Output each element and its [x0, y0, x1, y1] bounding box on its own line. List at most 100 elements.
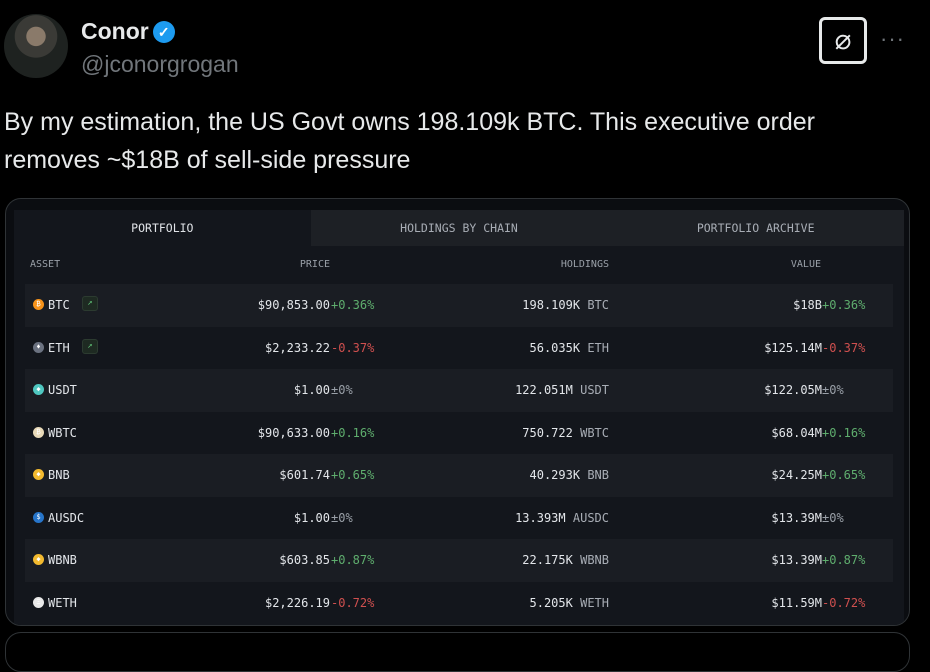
grok-icon[interactable]: ⌀ [819, 17, 867, 64]
more-options-icon[interactable]: ··· [880, 26, 905, 51]
holdings-amount: 40.293K [529, 468, 581, 482]
col-price: PRICE [299, 259, 330, 270]
btc-icon: ₿ [33, 299, 44, 310]
table-row[interactable]: ◆ BNB $601.74 +0.65% 40.293K BNB $24.25M… [25, 454, 893, 497]
portfolio-panel: PORTFOLIO HOLDINGS BY CHAIN PORTFOLIO AR… [14, 210, 905, 625]
table-body: ₿ BTC ↗ $90,853.00 +0.36% 198.109K BTC $… [14, 284, 904, 624]
price-change: ±0% [331, 383, 353, 397]
col-value: VALUE [790, 259, 821, 270]
holdings: 22.175K WBNB [522, 553, 609, 567]
value-change: -0.72% [822, 595, 866, 610]
holdings-unit: USDT [580, 383, 609, 397]
value: $125.14M [764, 340, 822, 355]
asset-name: WBNB [48, 553, 77, 567]
next-card [5, 632, 910, 672]
price-change: +0.16% [331, 425, 375, 440]
price-change: +0.36% [331, 298, 375, 312]
tab-portfolio[interactable]: PORTFOLIO [14, 210, 311, 246]
price: $90,633.00 [257, 425, 330, 440]
price: $1.00 [293, 383, 330, 397]
bnb-icon: ◆ [33, 469, 44, 480]
holdings-unit: AUSDC [572, 510, 609, 525]
weth-icon: Ξ [33, 596, 44, 608]
table-header: ASSET PRICE HOLDINGS VALUE [14, 246, 904, 284]
asset-name: WETH [48, 595, 77, 610]
verified-badge-icon: ✓ [152, 21, 175, 43]
table-row[interactable]: ₿ BTC ↗ $90,853.00 +0.36% 198.109K BTC $… [25, 284, 893, 327]
price-change: ±0% [331, 510, 353, 525]
wbnb-icon: ◆ [33, 554, 44, 565]
asset-name: ETH [48, 340, 70, 355]
price-change: -0.37% [331, 340, 375, 355]
price: $1.00 [293, 510, 330, 525]
holdings: 56.035K ETH [530, 341, 610, 355]
price-change: +0.87% [331, 553, 375, 567]
price-change: +0.65% [331, 468, 375, 482]
table-row[interactable]: ♦ ETH ↗ $2,233.22 -0.37% 56.035K ETH $12… [25, 327, 893, 370]
value: $13.39M [771, 553, 822, 567]
holdings-unit: WBTC [580, 425, 609, 440]
price: $2,233.22 [264, 340, 330, 355]
holdings-amount: 122.051M [515, 383, 573, 397]
author-name-text: Conor [81, 18, 149, 44]
table-row[interactable]: $ AUSDC $1.00 ±0% 13.393M AUSDC $13.39M … [25, 497, 893, 540]
holdings-unit: BNB [587, 468, 609, 482]
price: $90,853.00 [257, 298, 330, 312]
usdt-icon: ◆ [33, 384, 44, 395]
value-change: -0.37% [822, 340, 866, 355]
ausdc-icon: $ [33, 511, 44, 523]
price: $603.85 [279, 553, 330, 567]
trend-chart-icon[interactable]: ↗ [82, 296, 98, 311]
holdings-amount: 5.205K [529, 595, 573, 610]
asset-name: BNB [48, 468, 70, 482]
holdings-amount: 22.175K [522, 553, 573, 567]
eth-icon: ♦ [33, 341, 44, 353]
holdings-amount: 56.035K [529, 340, 581, 355]
asset-name: USDT [48, 383, 77, 397]
wbtc-icon: ₿ [33, 426, 44, 438]
author-handle[interactable]: @jconorgrogan [81, 51, 239, 77]
table-row[interactable]: ₿ WBTC $90,633.00 +0.16% 750.722 WBTC $6… [25, 412, 893, 455]
holdings-unit: WETH [580, 595, 609, 610]
holdings-unit: ETH [587, 340, 609, 355]
holdings-unit: WBNB [580, 553, 609, 567]
value-change: +0.87% [822, 553, 866, 567]
author-name[interactable]: Conor ✓ [81, 18, 175, 45]
value-change: ±0% [822, 510, 844, 525]
price-change: -0.72% [331, 595, 375, 610]
holdings-amount: 13.393M [515, 510, 566, 525]
price: $601.74 [279, 468, 330, 482]
value-change: +0.65% [822, 468, 866, 482]
col-asset: ASSET [30, 259, 61, 270]
asset-name: BTC [48, 298, 70, 312]
value: $122.05M [764, 383, 822, 397]
asset-name: AUSDC [48, 510, 85, 525]
table-row[interactable]: ◆ WBNB $603.85 +0.87% 22.175K WBNB $13.3… [25, 539, 893, 582]
value-change: +0.36% [822, 298, 866, 312]
holdings: 122.051M USDT [515, 383, 609, 397]
asset-name: WBTC [48, 425, 77, 440]
tab-portfolio-archive[interactable]: PORTFOLIO ARCHIVE [607, 210, 905, 246]
embedded-image-card[interactable]: PORTFOLIO HOLDINGS BY CHAIN PORTFOLIO AR… [5, 198, 910, 626]
tab-bar: PORTFOLIO HOLDINGS BY CHAIN PORTFOLIO AR… [14, 210, 905, 246]
value-change: +0.16% [822, 425, 866, 440]
holdings: 5.205K WETH [530, 596, 610, 610]
holdings-amount: 198.109K [522, 298, 581, 312]
value: $24.25M [771, 468, 822, 482]
price: $2,226.19 [264, 595, 330, 610]
holdings: 40.293K BNB [530, 468, 610, 482]
holdings-amount: 750.722 [522, 425, 573, 440]
tweet-text: By my estimation, the US Govt owns 198.1… [4, 108, 815, 174]
value: $13.39M [771, 510, 822, 525]
value: $68.04M [771, 425, 822, 440]
holdings: 13.393M AUSDC [515, 511, 609, 525]
table-row[interactable]: ◆ USDT $1.00 ±0% 122.051M USDT $122.05M … [25, 369, 893, 412]
value: $11.59M [771, 595, 822, 610]
avatar[interactable] [4, 14, 68, 78]
holdings: 750.722 WBTC [522, 426, 609, 440]
holdings-unit: BTC [587, 298, 609, 312]
col-holdings: HOLDINGS [560, 259, 609, 270]
table-row[interactable]: Ξ WETH $2,226.19 -0.72% 5.205K WETH $11.… [25, 582, 893, 625]
trend-chart-icon[interactable]: ↗ [82, 338, 98, 354]
tab-holdings-by-chain[interactable]: HOLDINGS BY CHAIN [310, 210, 608, 246]
